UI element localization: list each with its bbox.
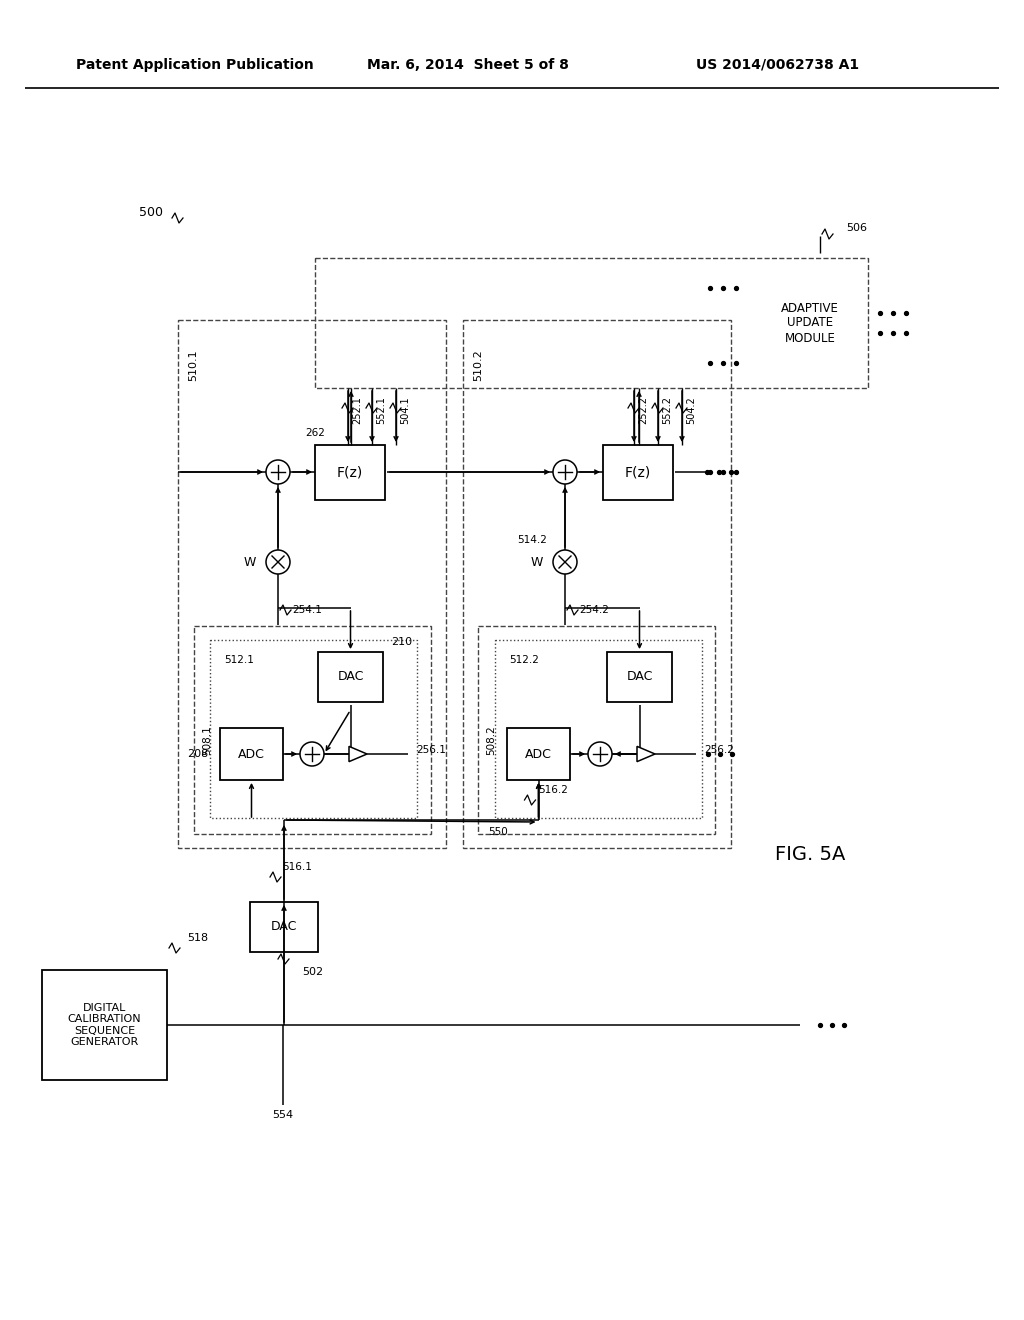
Text: 254.2: 254.2 (579, 605, 609, 615)
Text: 208: 208 (187, 748, 209, 759)
Text: 554: 554 (272, 1110, 294, 1119)
Circle shape (553, 550, 577, 574)
Text: 256.2: 256.2 (705, 744, 734, 755)
Text: Mar. 6, 2014  Sheet 5 of 8: Mar. 6, 2014 Sheet 5 of 8 (367, 58, 569, 73)
Polygon shape (637, 746, 655, 762)
Text: 504.1: 504.1 (400, 396, 410, 424)
Text: 252.1: 252.1 (352, 396, 362, 424)
Text: 510.2: 510.2 (473, 348, 483, 381)
Text: 510.1: 510.1 (188, 350, 198, 380)
Bar (463, 319, 731, 847)
Text: DAC: DAC (627, 671, 652, 684)
Text: 252.2: 252.2 (638, 396, 648, 424)
Text: ADC: ADC (238, 747, 265, 760)
Circle shape (553, 459, 577, 484)
Polygon shape (349, 746, 367, 762)
Bar (315, 257, 868, 388)
Text: DAC: DAC (337, 671, 364, 684)
Bar (194, 626, 431, 834)
Text: 550: 550 (488, 828, 508, 837)
Text: 516.2: 516.2 (539, 785, 568, 795)
Bar (315, 445, 385, 500)
Bar (495, 640, 702, 818)
Bar (250, 902, 318, 952)
Text: 552.2: 552.2 (662, 396, 672, 424)
Text: 516.1: 516.1 (282, 862, 312, 873)
Text: 508.2: 508.2 (486, 726, 496, 755)
Circle shape (266, 550, 290, 574)
Text: 552.1: 552.1 (376, 396, 386, 424)
Text: 256.1: 256.1 (416, 744, 445, 755)
Text: 262: 262 (305, 428, 325, 438)
Bar (210, 640, 417, 818)
Text: 514.2: 514.2 (517, 535, 547, 545)
Text: DIGITAL
CALIBRATION
SEQUENCE
GENERATOR: DIGITAL CALIBRATION SEQUENCE GENERATOR (68, 1003, 141, 1047)
Text: Patent Application Publication: Patent Application Publication (76, 58, 314, 73)
Circle shape (300, 742, 324, 766)
Text: FIG. 5A: FIG. 5A (775, 846, 845, 865)
Circle shape (588, 742, 612, 766)
Text: 254.1: 254.1 (292, 605, 322, 615)
Text: W: W (244, 556, 256, 569)
Text: DAC: DAC (270, 920, 297, 933)
Text: ADC: ADC (525, 747, 552, 760)
Bar (178, 319, 446, 847)
Text: US 2014/0062738 A1: US 2014/0062738 A1 (696, 58, 859, 73)
Circle shape (266, 459, 290, 484)
Bar (507, 729, 570, 780)
Text: 500: 500 (139, 206, 163, 219)
Bar (220, 729, 283, 780)
Bar (478, 626, 715, 834)
Text: 504.2: 504.2 (686, 396, 696, 424)
Text: 210: 210 (391, 638, 412, 647)
Text: 512.1: 512.1 (224, 655, 254, 665)
Text: 512.2: 512.2 (509, 655, 539, 665)
Text: W: W (530, 556, 543, 569)
Text: 506: 506 (846, 223, 867, 234)
Text: 502: 502 (302, 968, 324, 977)
Text: 518: 518 (187, 933, 208, 942)
Text: F(z): F(z) (625, 465, 651, 479)
Text: ADAPTIVE
UPDATE
MODULE: ADAPTIVE UPDATE MODULE (781, 301, 839, 345)
Bar (42, 970, 167, 1080)
Bar (603, 445, 673, 500)
Bar (607, 652, 672, 702)
Text: F(z): F(z) (337, 465, 364, 479)
Text: 508.1: 508.1 (202, 726, 212, 755)
Bar (318, 652, 383, 702)
